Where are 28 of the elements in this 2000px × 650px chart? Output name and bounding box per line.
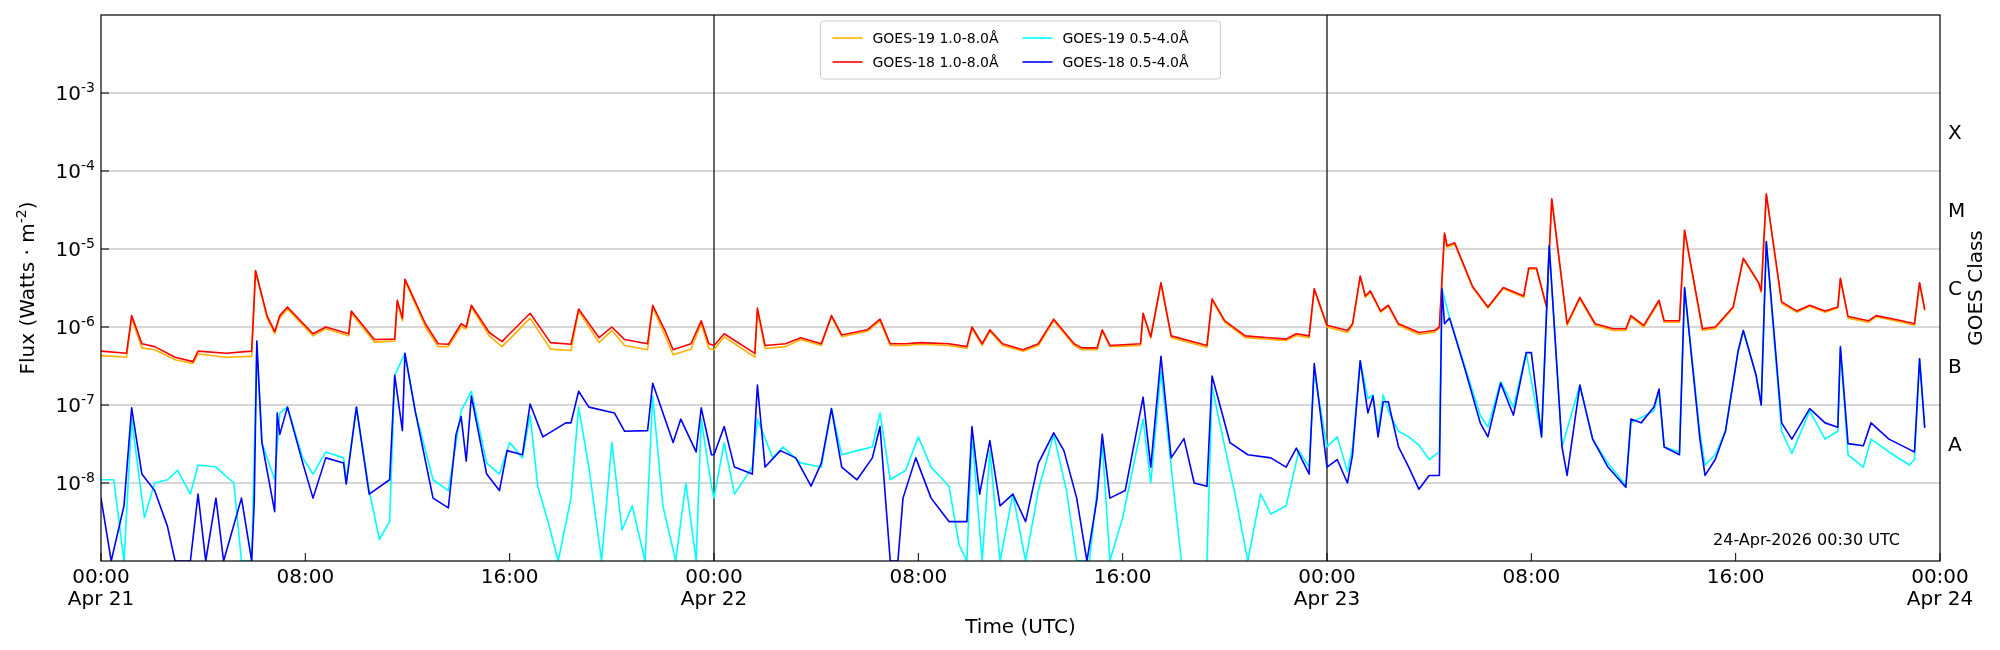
x-tick-label: 16:00 xyxy=(480,564,539,588)
y-tick-label: 10$^{-5}$ xyxy=(55,235,95,261)
x-tick-label: 08:00 xyxy=(276,564,335,588)
y-tick-label: 10$^{-8}$ xyxy=(55,469,95,495)
x-tick-label: 16:00 xyxy=(1706,564,1765,588)
x-tick-label: 00:00 Apr 24 xyxy=(1906,564,1974,610)
x-tick-label: 08:00 xyxy=(1502,564,1561,588)
legend-label: GOES-19 1.0-8.0Å xyxy=(872,30,999,46)
x-tick-label: 00:00 Apr 21 xyxy=(67,564,135,610)
text: B xyxy=(1948,354,1962,378)
legend-label: GOES-18 1.0-8.0Å xyxy=(872,54,999,70)
text: C xyxy=(1948,276,1962,300)
x-tick-label: 08:00 xyxy=(889,564,948,588)
x-tick-label: 00:00 Apr 23 xyxy=(1293,564,1361,610)
x-tick-label: 16:00 xyxy=(1093,564,1152,588)
y2-axis-title: GOES Class xyxy=(1963,230,1987,346)
y-tick-label: 10$^{-3}$ xyxy=(55,79,95,105)
text: X xyxy=(1948,120,1962,144)
text: A xyxy=(1948,432,1962,456)
legend-label: GOES-19 0.5-4.0Å xyxy=(1062,30,1189,46)
x-axis-title: Time (UTC) xyxy=(964,614,1076,638)
legend-label: GOES-18 0.5-4.0Å xyxy=(1062,54,1189,70)
text: M xyxy=(1948,198,1966,222)
y-tick-label: 10$^{-6}$ xyxy=(55,313,96,339)
x-tick-label: 00:00 Apr 22 xyxy=(680,564,748,610)
annotation: 24-Apr-2026 00:30 UTC xyxy=(1713,530,1900,549)
y-tick-label: 10$^{-4}$ xyxy=(55,157,96,183)
y-tick-label: 10$^{-7}$ xyxy=(55,391,95,417)
